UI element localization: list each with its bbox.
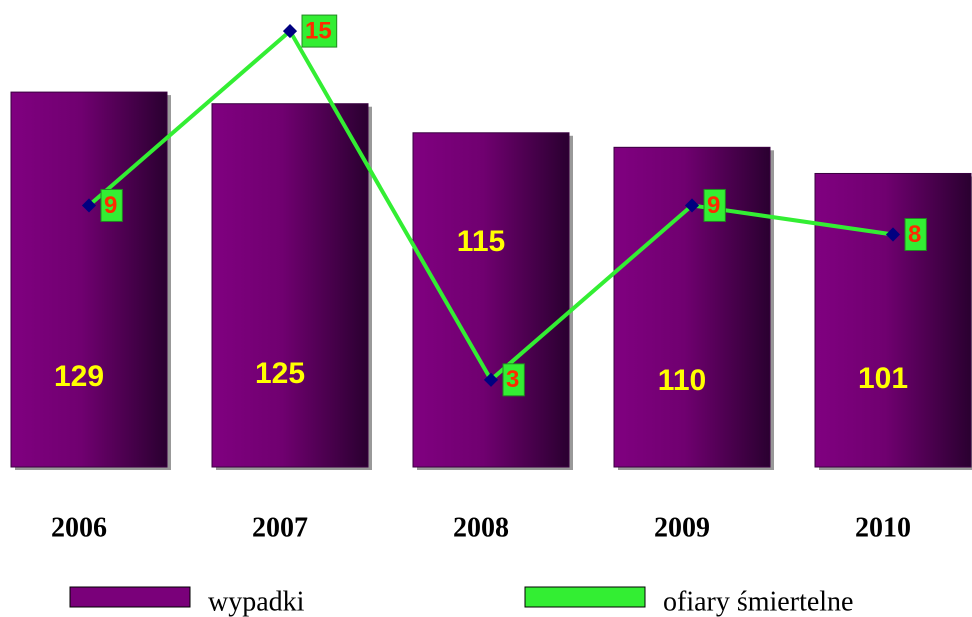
bar — [211, 103, 369, 468]
line-value-label: 8 — [908, 221, 921, 248]
x-tick-label: 2006 — [51, 512, 107, 543]
legend-label: wypadki — [208, 586, 305, 617]
x-tick-label: 2010 — [855, 512, 911, 543]
legend-item: ofiary śmiertelne — [524, 586, 853, 617]
data-label-box — [703, 188, 726, 222]
legend-swatch — [69, 586, 191, 608]
data-label-box — [904, 218, 927, 251]
legend-swatch — [524, 586, 646, 608]
bar — [10, 91, 168, 468]
line-marker — [282, 23, 298, 39]
legend-label: ofiary śmiertelne — [663, 586, 853, 617]
x-tick-label: 2009 — [654, 512, 710, 543]
bar-value-label: 129 — [54, 360, 104, 393]
data-label-box — [301, 14, 338, 48]
line-marker — [684, 198, 700, 213]
line-value-label: 3 — [506, 366, 519, 393]
bar-value-label: 101 — [858, 362, 908, 395]
line-value-label: 9 — [104, 192, 117, 219]
x-tick-label: 2008 — [453, 512, 509, 543]
bar-value-label: 115 — [457, 225, 505, 258]
legend-item: wypadki — [69, 586, 305, 617]
x-tick-label: 2007 — [252, 512, 308, 543]
data-label-box — [502, 363, 525, 397]
line-marker — [483, 372, 499, 387]
bar-value-label: 125 — [255, 357, 305, 390]
bar — [412, 132, 570, 468]
labels: 129 125 115 110 101 9 15 3 9 8 2006 2007 2008 2009 201… — [51, 14, 927, 543]
line-value-label: 15 — [305, 17, 332, 44]
line-marker — [885, 227, 901, 242]
data-label-box — [100, 188, 123, 222]
bar — [814, 172, 972, 468]
bar-value-label: 110 — [658, 364, 706, 397]
line-layer — [81, 23, 901, 387]
line-value-label: 9 — [707, 192, 720, 219]
bar — [613, 146, 771, 468]
